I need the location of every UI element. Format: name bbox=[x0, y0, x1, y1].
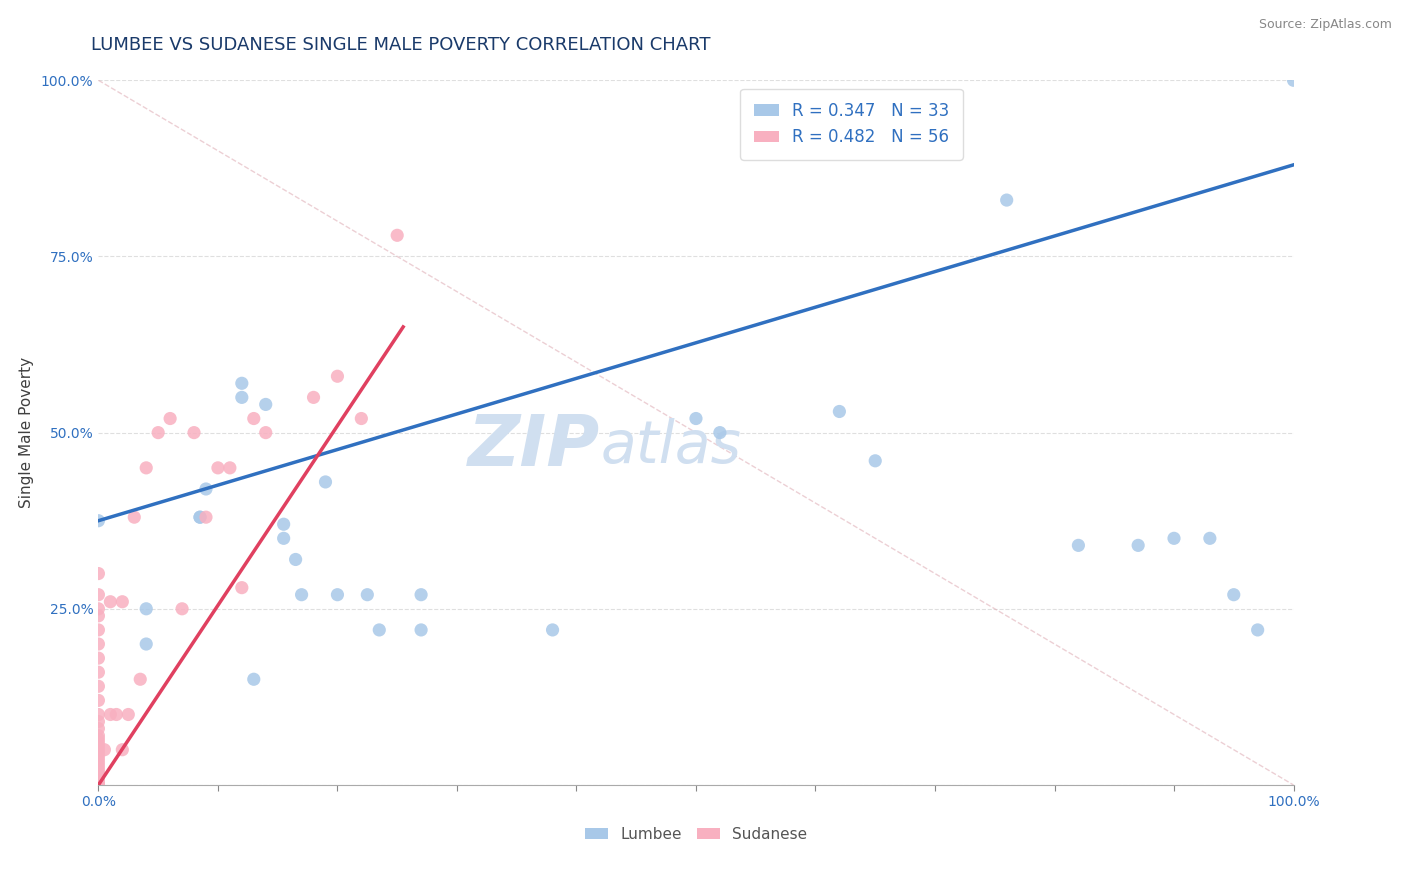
Point bbox=[254, 397, 277, 411]
Point bbox=[231, 581, 253, 595]
Text: atlas: atlas bbox=[600, 418, 741, 475]
Point bbox=[135, 637, 157, 651]
Point bbox=[87, 753, 110, 767]
Point bbox=[87, 514, 110, 528]
Point bbox=[87, 729, 110, 743]
Y-axis label: Single Male Poverty: Single Male Poverty bbox=[20, 357, 34, 508]
Point bbox=[87, 714, 110, 729]
Point bbox=[685, 411, 707, 425]
Point bbox=[326, 369, 349, 384]
Point bbox=[326, 588, 349, 602]
Text: Source: ZipAtlas.com: Source: ZipAtlas.com bbox=[1258, 18, 1392, 31]
Point bbox=[87, 739, 110, 754]
Point bbox=[87, 665, 110, 680]
Point bbox=[195, 482, 218, 496]
Point bbox=[188, 510, 211, 524]
Point bbox=[87, 707, 110, 722]
Point bbox=[135, 460, 157, 475]
Point bbox=[87, 778, 110, 792]
Point bbox=[87, 679, 110, 693]
Point bbox=[865, 454, 887, 468]
Point bbox=[1199, 532, 1222, 546]
Point bbox=[87, 778, 110, 792]
Point bbox=[231, 391, 253, 405]
Point bbox=[828, 404, 851, 418]
Point bbox=[117, 707, 139, 722]
Point bbox=[350, 411, 373, 425]
Point bbox=[411, 588, 433, 602]
Point bbox=[1163, 532, 1185, 546]
Point bbox=[172, 601, 194, 615]
Point bbox=[273, 517, 295, 532]
Point bbox=[87, 722, 110, 736]
Point bbox=[243, 673, 266, 687]
Point bbox=[87, 760, 110, 774]
Point bbox=[87, 608, 110, 623]
Point bbox=[98, 595, 122, 609]
Point bbox=[183, 425, 205, 440]
Point bbox=[87, 566, 110, 581]
Point bbox=[87, 732, 110, 747]
Point bbox=[87, 637, 110, 651]
Point bbox=[1223, 588, 1246, 602]
Point bbox=[124, 510, 146, 524]
Point bbox=[195, 510, 218, 524]
Point bbox=[87, 742, 110, 756]
Point bbox=[188, 510, 211, 524]
Point bbox=[105, 707, 128, 722]
Point bbox=[207, 460, 229, 475]
Point bbox=[87, 746, 110, 760]
Point bbox=[1282, 73, 1305, 87]
Point bbox=[87, 756, 110, 771]
Point bbox=[135, 601, 157, 615]
Point bbox=[385, 228, 409, 243]
Point bbox=[284, 552, 307, 566]
Point bbox=[111, 595, 134, 609]
Point bbox=[995, 193, 1018, 207]
Point bbox=[87, 767, 110, 781]
Point bbox=[1128, 538, 1150, 552]
Point bbox=[356, 588, 378, 602]
Point bbox=[87, 693, 110, 707]
Point bbox=[148, 425, 170, 440]
Point bbox=[87, 736, 110, 750]
Point bbox=[1067, 538, 1090, 552]
Point bbox=[98, 707, 122, 722]
Point bbox=[111, 742, 134, 756]
Point bbox=[129, 673, 152, 687]
Point bbox=[709, 425, 731, 440]
Point bbox=[87, 601, 110, 615]
Point bbox=[291, 588, 314, 602]
Point bbox=[87, 778, 110, 792]
Point bbox=[87, 764, 110, 778]
Point bbox=[254, 425, 277, 440]
Point bbox=[243, 411, 266, 425]
Point bbox=[1247, 623, 1270, 637]
Point bbox=[541, 623, 564, 637]
Text: ZIP: ZIP bbox=[468, 412, 600, 481]
Point bbox=[302, 391, 325, 405]
Point bbox=[411, 623, 433, 637]
Point bbox=[87, 771, 110, 785]
Point bbox=[87, 623, 110, 637]
Point bbox=[273, 532, 295, 546]
Point bbox=[87, 774, 110, 789]
Point bbox=[93, 742, 115, 756]
Point bbox=[159, 411, 181, 425]
Point bbox=[87, 651, 110, 665]
Point bbox=[368, 623, 391, 637]
Point bbox=[231, 376, 253, 391]
Point bbox=[87, 778, 110, 792]
Point bbox=[87, 749, 110, 764]
Point bbox=[87, 778, 110, 792]
Point bbox=[219, 460, 242, 475]
Legend: Lumbee, Sudanese: Lumbee, Sudanese bbox=[579, 821, 813, 847]
Point bbox=[87, 588, 110, 602]
Text: LUMBEE VS SUDANESE SINGLE MALE POVERTY CORRELATION CHART: LUMBEE VS SUDANESE SINGLE MALE POVERTY C… bbox=[91, 36, 711, 54]
Point bbox=[315, 475, 337, 489]
